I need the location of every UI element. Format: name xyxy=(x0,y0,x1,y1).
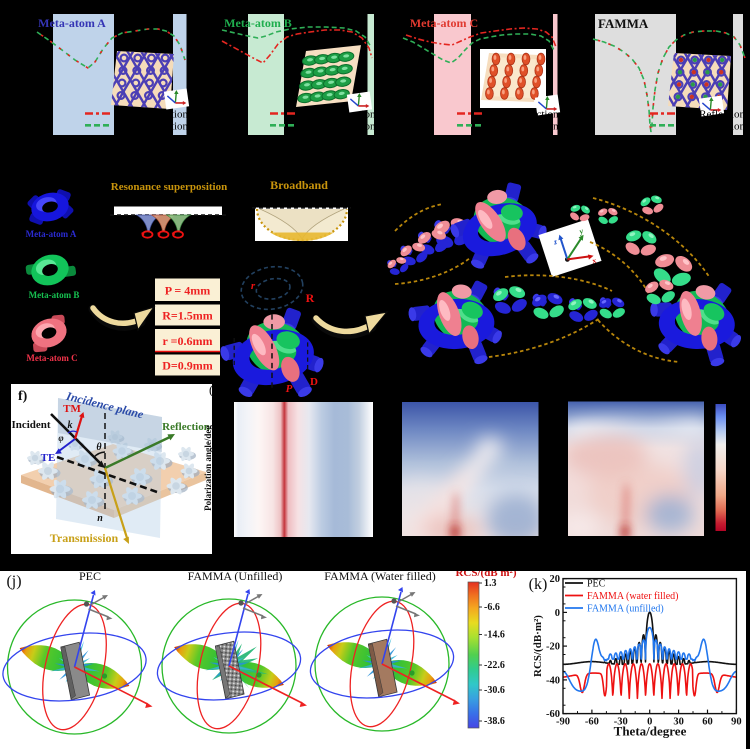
svg-text:Broadband: Broadband xyxy=(270,178,328,192)
svg-text:-14.6: -14.6 xyxy=(484,630,505,641)
svg-text:PEC: PEC xyxy=(587,579,606,590)
svg-text:f): f) xyxy=(18,389,28,404)
svg-text:P = 4mm: P = 4mm xyxy=(165,283,211,297)
svg-text:RCS/(dB·m²): RCS/(dB·m²) xyxy=(532,615,544,677)
svg-text:R=1.5mm: R=1.5mm xyxy=(162,309,213,323)
svg-text:-90: -90 xyxy=(556,717,570,728)
svg-text:z: z xyxy=(552,237,560,247)
svg-text:Incident: Incident xyxy=(11,419,50,431)
svg-text:Transmission: Transmission xyxy=(50,531,119,545)
svg-text:PEC: PEC xyxy=(79,569,101,583)
svg-text:30: 30 xyxy=(673,717,684,728)
svg-text:TE: TE xyxy=(41,452,56,464)
svg-text:R: R xyxy=(306,291,315,305)
svg-text:0: 0 xyxy=(555,608,560,619)
svg-text:Meta-atom A: Meta-atom A xyxy=(38,16,106,30)
svg-text:TM: TM xyxy=(63,403,81,415)
svg-text:Meta-atom C: Meta-atom C xyxy=(410,16,478,30)
svg-text:-30.6: -30.6 xyxy=(484,685,505,696)
svg-text:Reflection: Reflection xyxy=(330,109,376,121)
svg-text:x: x xyxy=(590,256,598,266)
svg-text:0: 0 xyxy=(647,717,652,728)
svg-text:Reflection: Reflection xyxy=(513,109,559,121)
svg-text:-60: -60 xyxy=(585,717,599,728)
svg-text:Meta-atom A: Meta-atom A xyxy=(26,229,77,239)
svg-text:y: y xyxy=(577,226,585,236)
svg-text:Polarization angle/deg: Polarization angle/deg xyxy=(203,425,213,511)
svg-text:(k): (k) xyxy=(529,576,548,593)
svg-text:-38.6: -38.6 xyxy=(484,716,505,727)
svg-text:60: 60 xyxy=(702,717,713,728)
svg-text:k: k xyxy=(68,420,73,431)
svg-text:-6.6: -6.6 xyxy=(484,602,500,613)
svg-text:n: n xyxy=(97,513,103,524)
svg-text:-40: -40 xyxy=(546,675,560,686)
svg-text:-60: -60 xyxy=(546,709,560,720)
svg-text:-20: -20 xyxy=(546,642,560,653)
svg-text:D=0.9mm: D=0.9mm xyxy=(162,359,213,373)
svg-text:Absorption: Absorption xyxy=(509,121,559,133)
svg-text:Reflection: Reflection xyxy=(162,421,210,433)
svg-text:Absorption: Absorption xyxy=(326,121,376,133)
svg-text:D: D xyxy=(310,376,318,388)
svg-text:Meta-atom C: Meta-atom C xyxy=(26,353,77,363)
svg-text:90: 90 xyxy=(731,717,742,728)
svg-text:θ: θ xyxy=(96,442,102,453)
svg-text:FAMMA (Unfilled): FAMMA (Unfilled) xyxy=(188,569,283,583)
svg-text:-22.6: -22.6 xyxy=(484,660,505,671)
svg-text:(: ( xyxy=(209,382,213,397)
svg-text:(j): (j) xyxy=(6,573,21,590)
svg-text:Theta/degree: Theta/degree xyxy=(614,724,687,739)
svg-text:20: 20 xyxy=(550,574,561,585)
svg-text:Meta-atom B: Meta-atom B xyxy=(29,290,80,300)
svg-text:1.3: 1.3 xyxy=(484,578,497,589)
svg-text:φ: φ xyxy=(58,433,63,443)
svg-text:FAMMA (unfilled): FAMMA (unfilled) xyxy=(587,604,664,615)
svg-text:Meta-atom B: Meta-atom B xyxy=(224,16,292,30)
svg-text:-30: -30 xyxy=(614,717,628,728)
svg-text:Absorption: Absorption xyxy=(696,121,746,133)
svg-text:r: r xyxy=(251,280,256,292)
svg-text:Reflection: Reflection xyxy=(699,109,745,121)
svg-text:FAMMA (Water filled): FAMMA (Water filled) xyxy=(324,569,435,583)
svg-text:FAMMA: FAMMA xyxy=(598,16,649,31)
svg-text:r =0.6mm: r =0.6mm xyxy=(163,334,213,348)
svg-text:FAMMA (water filled): FAMMA (water filled) xyxy=(587,591,678,602)
svg-text:Resonance superposition: Resonance superposition xyxy=(111,181,227,193)
svg-text:P: P xyxy=(286,383,293,395)
svg-text:Reflection: Reflection xyxy=(142,109,188,121)
svg-text:Absorption: Absorption xyxy=(139,121,189,133)
